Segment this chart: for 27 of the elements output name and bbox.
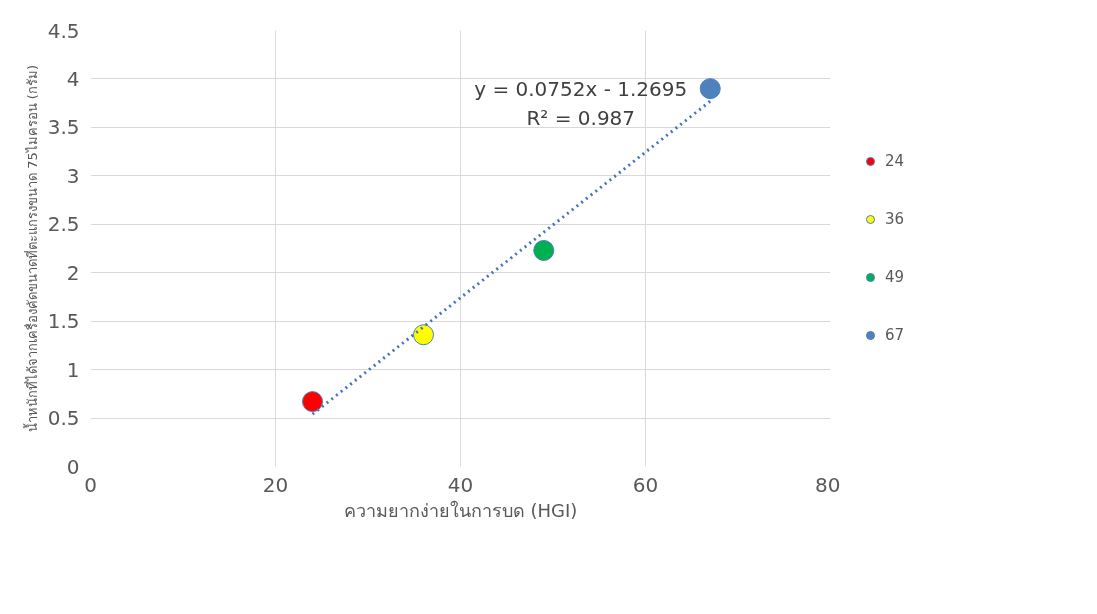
- x-tick-label: 40: [447, 472, 474, 497]
- y-tick-label: 2.5: [47, 212, 80, 237]
- y-tick-label: 0: [66, 454, 80, 479]
- x-tick-label: 0: [84, 472, 97, 497]
- annotation: y = 0.0752x - 1.2695: [474, 76, 688, 101]
- legend-label: 36: [885, 210, 905, 228]
- y-tick-label: 1: [66, 357, 80, 382]
- point: [699, 78, 721, 100]
- point: [413, 324, 434, 346]
- y-tick-label: 3.5: [47, 115, 80, 140]
- y-tick-label: 4.5: [47, 18, 80, 43]
- annotation: R² = 0.987: [526, 105, 636, 130]
- legend-label: 67: [885, 326, 905, 344]
- y-axis-title: น้ำหนักที่ได้จากเครื่องคัดขนาดที่ตะแกรงขนาด 75ไมครอน (กรัม): [22, 65, 40, 432]
- x-tick-label: 80: [815, 472, 841, 497]
- point: [302, 391, 323, 413]
- point: [533, 239, 555, 261]
- y-tick-label: 0.5: [47, 406, 80, 431]
- x-axis-title: ความยากง่ายในการบด (HGI): [343, 499, 578, 521]
- y-tick-label: 3: [66, 163, 80, 188]
- x-tick-label: 20: [262, 472, 289, 497]
- y-tick-label: 2: [66, 260, 80, 285]
- legend-label: 49: [885, 268, 905, 286]
- y-tick-label: 4: [66, 66, 80, 91]
- y-tick-label: 1.5: [47, 309, 80, 334]
- legend-label: 24: [885, 152, 905, 170]
- x-tick-label: 60: [632, 472, 659, 497]
